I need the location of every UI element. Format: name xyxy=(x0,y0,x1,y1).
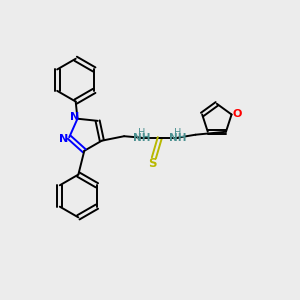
Text: H: H xyxy=(138,128,146,138)
Text: NH: NH xyxy=(169,133,187,143)
Text: S: S xyxy=(148,157,157,170)
Text: O: O xyxy=(232,110,242,119)
Text: N: N xyxy=(59,134,68,144)
Text: N: N xyxy=(70,112,79,122)
Text: H: H xyxy=(174,128,182,138)
Text: NH: NH xyxy=(133,133,150,143)
